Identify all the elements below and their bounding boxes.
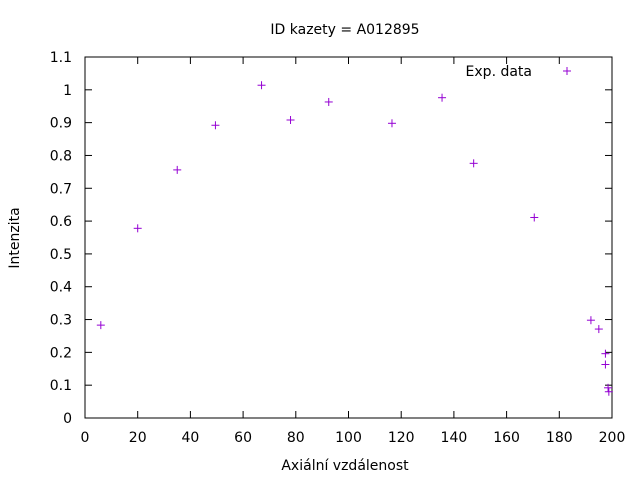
- x-tick-label: 120: [388, 430, 415, 446]
- y-tick-label: 0.6: [50, 214, 72, 230]
- legend-marker: [563, 67, 571, 75]
- x-tick-label: 20: [129, 430, 147, 446]
- x-tick-label: 60: [234, 430, 252, 446]
- y-tick-label: 0.7: [50, 181, 72, 197]
- data-point: [286, 116, 295, 125]
- legend-marker-plus: [563, 67, 571, 75]
- data-point: [586, 316, 595, 325]
- data-point: [387, 119, 396, 128]
- data-point: [601, 349, 610, 358]
- y-tick-label: 0.8: [50, 148, 72, 164]
- data-point: [438, 93, 447, 102]
- y-axis-ticks: 0 0.1 0.2 0.3 0.4 0.5 0.6 0.7 0.8 0.9 1 1.1: [50, 50, 612, 427]
- chart-title: ID kazety = A012895: [270, 22, 419, 38]
- y-tick-label: 0.5: [50, 247, 72, 263]
- x-tick-label: 0: [81, 430, 90, 446]
- legend: Exp. data: [466, 64, 571, 80]
- x-tick-label: 100: [335, 430, 362, 446]
- y-tick-label: 0.3: [50, 313, 72, 329]
- y-tick-label: 0.4: [50, 280, 72, 296]
- data-point: [96, 321, 105, 330]
- x-tick-label: 160: [493, 430, 520, 446]
- x-axis-ticks: 0 20 40 60 80 100 120 140 160 180 200: [81, 57, 626, 446]
- data-point: [173, 165, 182, 174]
- y-axis-label: Intenzita: [7, 207, 23, 268]
- plot-border: [84, 56, 613, 419]
- data-points: [96, 81, 613, 396]
- x-tick-label: 140: [441, 430, 468, 446]
- x-tick-label: 180: [546, 430, 573, 446]
- y-tick-label: 0.9: [50, 116, 72, 132]
- data-point: [604, 383, 613, 392]
- x-tick-label: 40: [181, 430, 199, 446]
- data-point: [594, 325, 603, 334]
- y-tick-label: 0.1: [50, 378, 72, 394]
- data-point: [324, 97, 333, 106]
- x-axis-label: Axiální vzdálenost: [281, 458, 409, 474]
- data-point: [530, 213, 539, 222]
- y-tick-label: 0: [63, 411, 72, 427]
- data-point: [469, 159, 478, 168]
- data-point: [604, 387, 613, 396]
- x-tick-label: 200: [599, 430, 626, 446]
- plot-frame: [84, 56, 613, 419]
- data-point: [211, 121, 220, 130]
- y-tick-label: 1: [63, 83, 72, 99]
- legend-label: Exp. data: [466, 64, 532, 80]
- data-point: [257, 81, 266, 90]
- y-tick-label: 0.2: [50, 345, 72, 361]
- x-tick-label: 80: [287, 430, 305, 446]
- y-tick-label: 1.1: [50, 50, 72, 66]
- data-point: [601, 360, 610, 369]
- data-point: [133, 224, 142, 233]
